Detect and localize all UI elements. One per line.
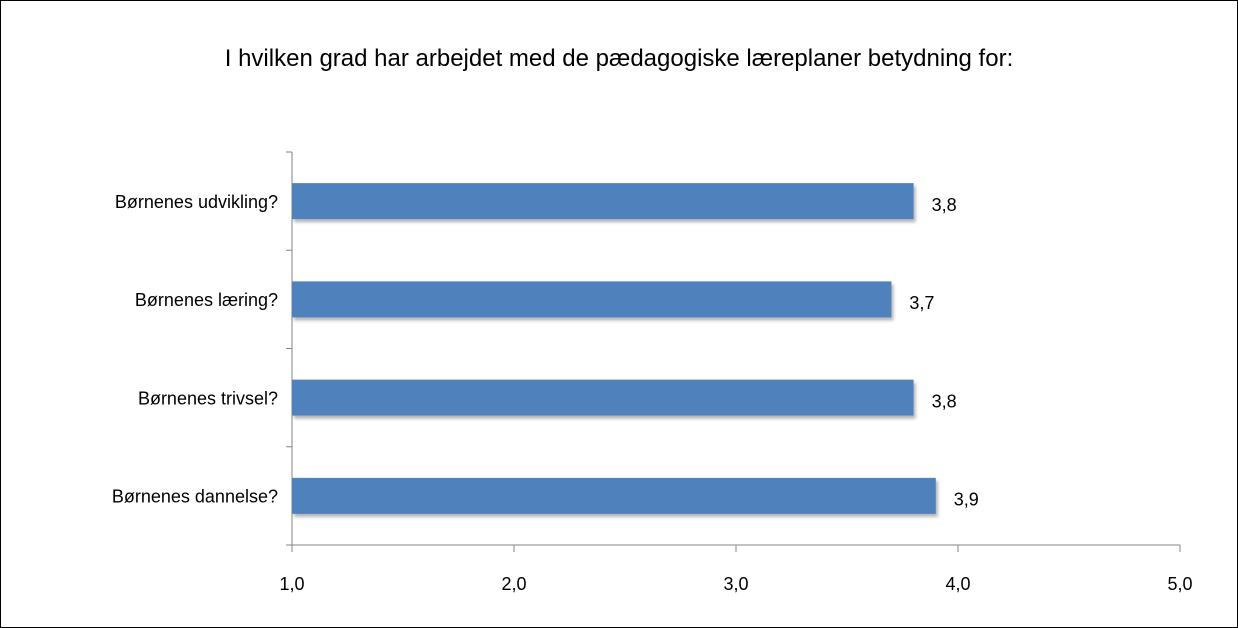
value-label: 3,8 [932, 391, 957, 411]
x-tick-label: 3,0 [723, 574, 748, 594]
value-label: 3,7 [909, 293, 934, 313]
bar [292, 379, 914, 416]
value-label: 3,9 [954, 490, 979, 510]
bar [292, 281, 892, 318]
x-tick-label: 5,0 [1167, 574, 1192, 594]
category-label: Børnenes trivsel? [138, 388, 278, 408]
value-label: 3,8 [932, 195, 957, 215]
x-tick-label: 1,0 [279, 574, 304, 594]
chart-title: I hvilken grad har arbejdet med de pædag… [224, 45, 1014, 72]
bar [292, 477, 936, 514]
bar [292, 183, 914, 220]
category-label: Børnenes dannelse? [112, 487, 278, 507]
category-label: Børnenes læring? [135, 290, 278, 310]
x-tick-label: 4,0 [945, 574, 970, 594]
x-tick-label: 2,0 [501, 574, 526, 594]
category-label: Børnenes udvikling? [115, 192, 278, 212]
